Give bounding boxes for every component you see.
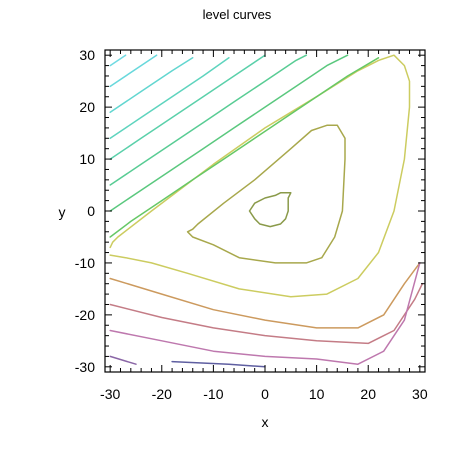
x-tick-labels: -30 -20 -10 0 10 20 30 [100, 386, 428, 402]
x-tick-label: 30 [412, 386, 428, 402]
level-curve-14 [109, 57, 194, 114]
x-tick-label: -20 [152, 386, 172, 402]
axis-ticks [105, 50, 425, 372]
contour-curves [109, 54, 424, 368]
level-curve-11 [109, 54, 308, 186]
chart-title: level curves [203, 7, 272, 22]
x-tick-label: 0 [261, 386, 269, 402]
y-tick-label: 0 [87, 203, 95, 219]
x-axis-label: x [262, 414, 269, 430]
y-tick-label: -30 [75, 359, 95, 375]
level-curve-7 [109, 355, 137, 365]
level-curve-15 [109, 54, 158, 88]
level-curve-8 [171, 360, 266, 368]
level-curve-4 [109, 262, 421, 329]
y-tick-label: -20 [75, 307, 95, 323]
level-curve-2 [186, 124, 346, 264]
level-curve-12 [109, 54, 266, 160]
level-curve-6 [109, 262, 421, 365]
y-tick-labels: -30 -20 -10 0 10 20 30 [75, 47, 95, 375]
level-curve-16 [109, 54, 127, 67]
y-tick-label: -10 [75, 255, 95, 271]
y-tick-label: 10 [79, 151, 95, 167]
y-tick-label: 20 [79, 99, 95, 115]
x-tick-label: 10 [309, 386, 325, 402]
y-axis-label: y [59, 204, 66, 220]
level-curve-9 [109, 57, 380, 238]
y-tick-label: 30 [79, 47, 95, 63]
x-tick-label: -10 [203, 386, 223, 402]
plot-frame [104, 49, 426, 373]
x-tick-label: 20 [360, 386, 376, 402]
level-curve-13 [109, 57, 230, 140]
level-curve-1 [248, 192, 292, 228]
level-curve-10 [109, 54, 349, 212]
x-tick-label: -30 [100, 386, 120, 402]
